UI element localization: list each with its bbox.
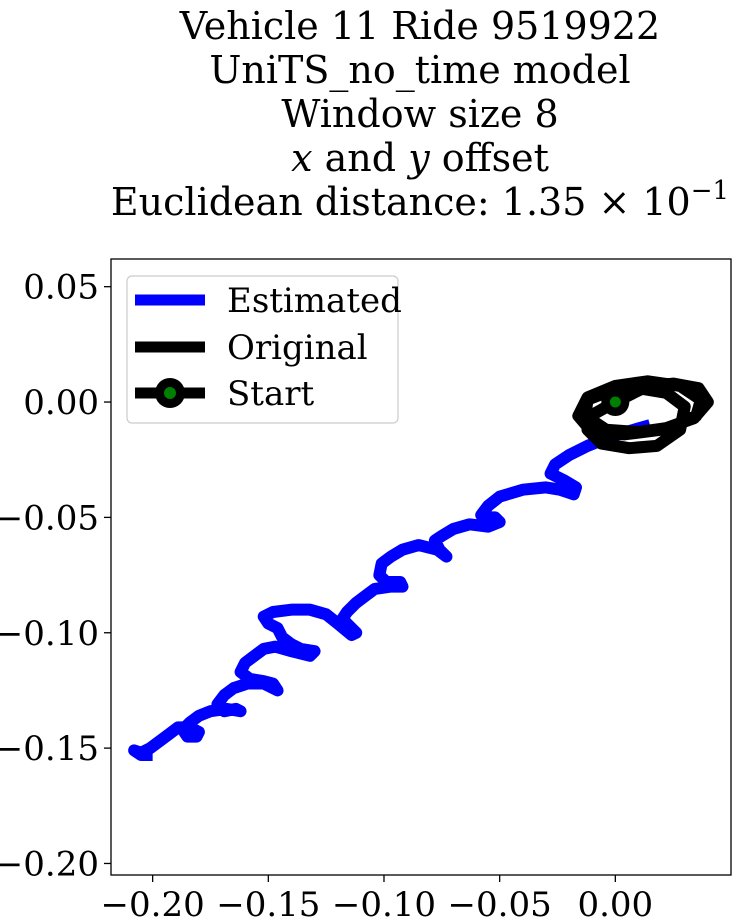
title-word-and: and xyxy=(324,136,397,180)
legend: Estimated Original Start xyxy=(126,275,402,424)
y-tick-label: −0.20 xyxy=(0,844,99,884)
title-var-y: y xyxy=(408,136,430,180)
legend-box xyxy=(126,275,399,424)
series-estimated-line xyxy=(128,419,652,762)
y-tick-label: −0.10 xyxy=(0,614,99,654)
legend-original-label: Original xyxy=(227,328,368,368)
series-original-line xyxy=(572,375,714,455)
y-tick-label: −0.05 xyxy=(0,498,99,538)
x-tick-label: −0.10 xyxy=(332,885,436,922)
title-word-offset: offset xyxy=(441,136,549,180)
tick-layer: −0.20 −0.15 −0.10 −0.05 0.00 0.05 0.00 −0.05 −0.… xyxy=(0,268,653,922)
x-tick-label: −0.15 xyxy=(216,885,320,922)
y-tick-label: 0.00 xyxy=(23,383,99,423)
start-marker-dot xyxy=(609,396,621,408)
title-line-2: UniTS_no_time model xyxy=(209,48,631,92)
y-tick-label: −0.15 xyxy=(0,729,99,769)
axes-frame xyxy=(110,258,732,876)
title-exponent: −1 xyxy=(690,176,730,206)
y-tick-label: 0.05 xyxy=(23,268,99,308)
title-line-5: Euclidean distance: 1.35 × 10−1 xyxy=(110,176,729,229)
title-line-3: Window size 8 xyxy=(281,92,559,136)
title-line-4: x and y offset xyxy=(291,136,549,180)
title-line-1: Vehicle 11 Ride 9519922 xyxy=(179,4,661,48)
title-distance-text: Euclidean distance: 1.35 × 10 xyxy=(110,180,691,224)
legend-estimated-label: Estimated xyxy=(227,281,402,321)
legend-start-marker-dot xyxy=(164,387,176,399)
legend-start-label: Start xyxy=(227,374,314,414)
x-tick-label: 0.00 xyxy=(577,885,653,922)
x-tick-label: −0.20 xyxy=(101,885,205,922)
x-tick-label: −0.05 xyxy=(448,885,552,922)
series-layer xyxy=(128,375,714,762)
title-var-x: x xyxy=(291,136,313,180)
